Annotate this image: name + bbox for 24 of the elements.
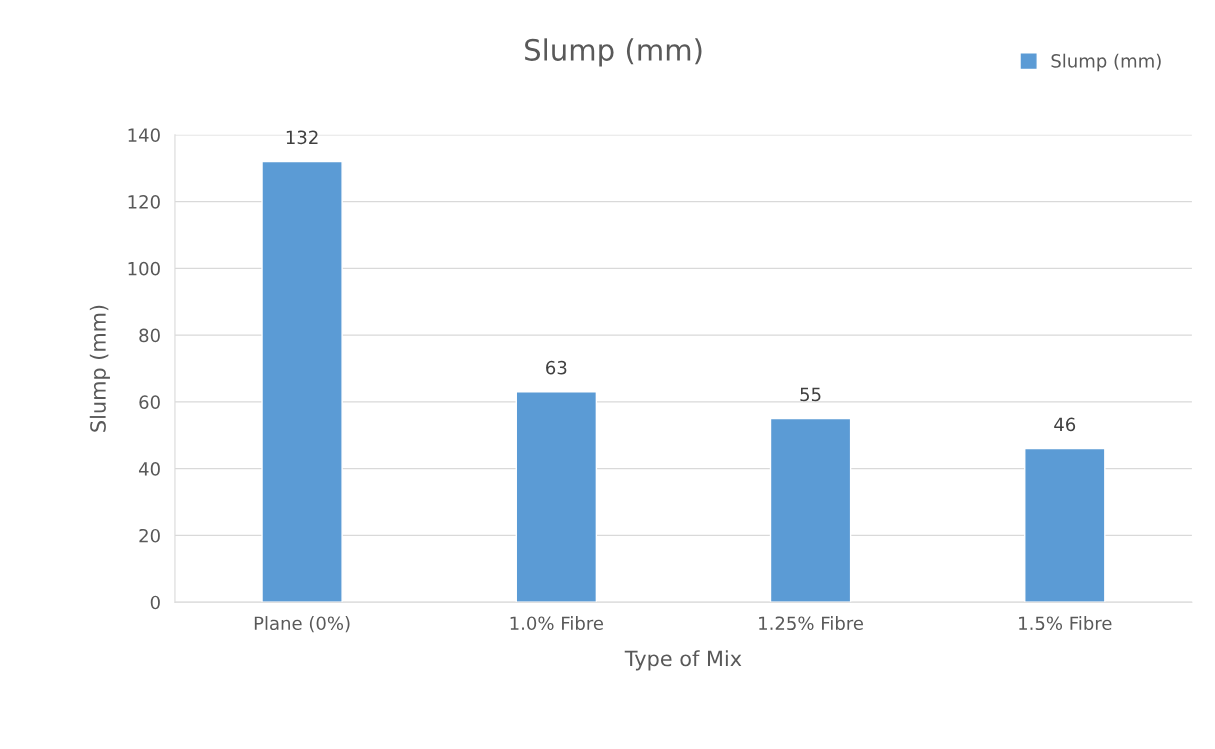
legend-label: Slump (mm) (1051, 53, 1161, 72)
x-tick-label: Plane (0%) (254, 616, 350, 633)
bar (515, 391, 598, 603)
y-tick-label: 0 (150, 595, 160, 610)
data-label: 55 (800, 387, 821, 402)
x-tick-label: 1.25% Fibre (759, 616, 863, 631)
y-tick-label: 80 (139, 328, 160, 343)
bar (1024, 447, 1106, 603)
data-label: 63 (546, 360, 567, 375)
bar (261, 160, 343, 603)
data-label: 46 (1054, 417, 1076, 432)
y-tick-label: 20 (139, 528, 160, 543)
x-tick-label: 1.5% Fibre (1019, 616, 1112, 631)
y-tick-label: 60 (139, 395, 160, 410)
y-axis-title: Slump (mm) (89, 305, 110, 432)
bar (769, 417, 852, 603)
x-axis-title: Type of Mix (624, 650, 742, 671)
data-label: 132 (286, 130, 318, 145)
y-tick-label: 100 (128, 261, 160, 276)
chart-title: Slump (mm) (525, 38, 702, 67)
x-tick-label: 1.0% Fibre (510, 616, 603, 631)
y-tick-label: 120 (128, 195, 160, 209)
y-tick-label: 140 (128, 128, 160, 142)
y-tick-label: 40 (138, 462, 160, 476)
